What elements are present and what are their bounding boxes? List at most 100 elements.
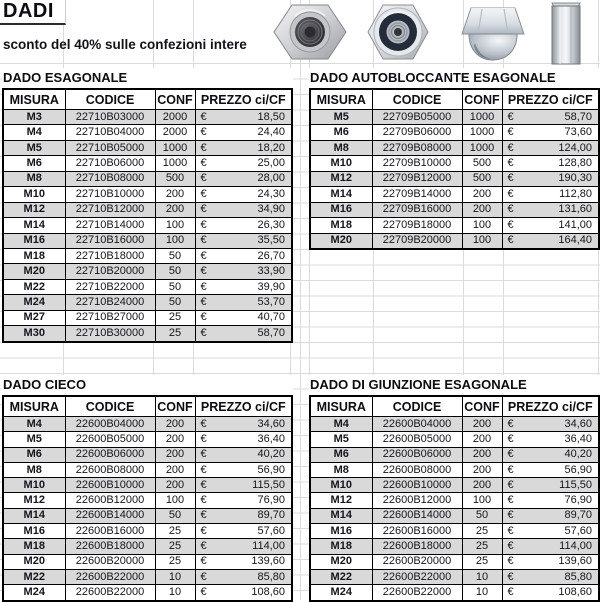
cell-misura: M18 (309, 217, 373, 234)
table-row: M12 22710B12000 200 €34,90 (2, 201, 293, 219)
table-row: M16 22710B16000 100 €35,50 (2, 232, 293, 249)
cell-misura: M10 (2, 186, 66, 203)
cell-prezzo: €164,40 (501, 232, 600, 250)
cell-conf: 1000 (461, 108, 503, 126)
cell-codice: 22709B05000 (371, 108, 463, 126)
cell-prezzo: €58,70 (501, 108, 600, 126)
cell-misura: M30 (2, 325, 66, 343)
table-row: M12 22600B12000 100 €76,90 (309, 492, 600, 509)
cell-codice: 22710B10000 (64, 186, 156, 203)
table-row: M6 22710B06000 1000 €25,00 (2, 155, 293, 172)
price-value: 115,50 (559, 478, 592, 491)
cell-misura: M6 (309, 124, 373, 141)
coupling-nut-photo (551, 2, 581, 65)
currency-symbol: € (200, 509, 207, 522)
table-row: M18 22600B18000 25 €114,00 (2, 538, 293, 555)
cell-misura: M18 (309, 538, 373, 555)
cell-misura: M22 (2, 568, 66, 586)
currency-symbol: € (200, 585, 207, 598)
currency-symbol: € (507, 463, 514, 476)
price-value: 58,70 (257, 326, 285, 339)
cell-misura: M16 (2, 523, 66, 540)
cell-prezzo: €139,60 (501, 553, 600, 570)
cell-prezzo: €25,00 (194, 155, 293, 172)
section-dado-cieco: DADO CIECO MISURA CODICE CONF PREZZO ci/CF … (2, 375, 293, 602)
cell-codice: 22709B20000 (371, 232, 463, 250)
currency-symbol: € (507, 172, 514, 185)
table-row: M24 22710B24000 50 €53,70 (2, 294, 293, 311)
cell-conf: 1000 (154, 139, 196, 157)
cell-prezzo: €40,20 (501, 446, 600, 463)
cell-misura: M5 (2, 431, 66, 448)
cell-prezzo: €57,60 (501, 523, 600, 540)
column-header-codice: CODICE (371, 395, 463, 417)
cell-conf: 200 (461, 415, 503, 433)
cell-misura: M10 (2, 477, 66, 494)
price-value: 35,50 (257, 234, 285, 247)
table-row: M24 22600B22000 10 €108,60 (2, 584, 293, 602)
price-value: 24,30 (257, 187, 285, 200)
price-value: 58,70 (564, 110, 592, 123)
currency-symbol: € (200, 157, 207, 170)
cell-conf: 100 (154, 232, 196, 249)
table-row: M20 22600B20000 25 €139,60 (309, 553, 600, 570)
page-title: DADI (0, 0, 66, 25)
cell-conf: 25 (154, 538, 196, 555)
cell-codice: 22600B10000 (64, 477, 156, 494)
price-value: 36,40 (564, 432, 592, 445)
cell-prezzo: €18,20 (194, 139, 293, 157)
cell-misura: M10 (309, 155, 373, 172)
cell-misura: M8 (309, 461, 373, 479)
cell-misura: M24 (2, 294, 66, 311)
cell-prezzo: €26,70 (194, 247, 293, 265)
currency-symbol: € (507, 432, 514, 445)
table-row: M5 22600B05000 200 €36,40 (2, 431, 293, 448)
cell-conf: 25 (154, 325, 196, 343)
cell-prezzo: €108,60 (194, 584, 293, 602)
cell-prezzo: €40,70 (194, 309, 293, 327)
price-value: 73,60 (564, 126, 592, 139)
cell-conf: 50 (461, 507, 503, 525)
cell-misura: M12 (309, 170, 373, 188)
column-header-codice: CODICE (64, 88, 156, 110)
cell-codice: 22600B04000 (64, 415, 156, 433)
price-value: 39,90 (257, 280, 285, 293)
cell-codice: 22600B06000 (64, 446, 156, 463)
column-header-misura: MISURA (309, 88, 373, 110)
column-header-prezzo-ci-cf: PREZZO ci/CF (501, 395, 600, 417)
cell-codice: 22600B16000 (371, 523, 463, 540)
cell-conf: 200 (154, 431, 196, 448)
table-row: M5 22710B05000 1000 €18,20 (2, 139, 293, 157)
cell-conf: 2000 (154, 124, 196, 141)
cell-conf: 50 (154, 263, 196, 280)
cell-prezzo: €56,90 (194, 461, 293, 479)
cell-codice: 22600B18000 (371, 538, 463, 555)
cell-conf: 200 (154, 461, 196, 479)
table-title: DADO CIECO (2, 375, 293, 395)
price-value: 25,00 (257, 157, 285, 170)
table-row: M16 22600B16000 25 €57,60 (2, 523, 293, 540)
cell-codice: 22710B04000 (64, 124, 156, 141)
currency-symbol: € (200, 203, 207, 216)
currency-symbol: € (507, 157, 514, 170)
cell-codice: 22600B08000 (64, 461, 156, 479)
price-value: 76,90 (564, 494, 592, 507)
currency-symbol: € (200, 234, 207, 247)
cell-misura: M6 (2, 155, 66, 172)
currency-symbol: € (507, 234, 514, 247)
currency-symbol: € (200, 432, 207, 445)
currency-symbol: € (507, 448, 514, 461)
price-value: 141,00 (558, 218, 592, 231)
currency-symbol: € (507, 585, 514, 598)
cell-conf: 200 (154, 415, 196, 433)
column-header-conf: CONF (461, 395, 503, 417)
cell-prezzo: €114,00 (194, 538, 293, 555)
cell-conf: 100 (461, 217, 503, 234)
header-row: MISURA CODICE CONF PREZZO ci/CF (2, 88, 293, 110)
cell-codice: 22709B06000 (371, 124, 463, 141)
column-header-misura: MISURA (2, 88, 66, 110)
currency-symbol: € (200, 249, 207, 262)
cap-nut-photo (461, 7, 525, 61)
cell-prezzo: €53,70 (194, 294, 293, 311)
price-value: 190,30 (558, 172, 592, 185)
